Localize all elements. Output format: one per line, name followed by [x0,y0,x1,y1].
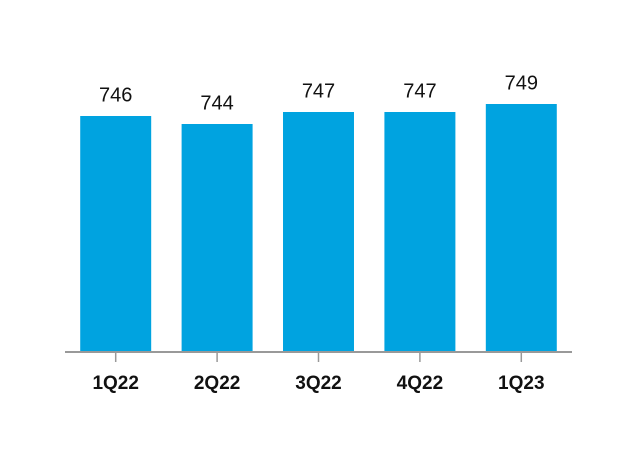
x-tick-label: 2Q22 [194,373,240,394]
bar [283,112,354,352]
value-label: 746 [99,84,132,106]
bar [384,112,456,352]
bar [181,124,253,352]
value-label: 747 [302,80,335,102]
value-label: 749 [505,72,538,94]
value-label: 744 [200,92,233,114]
x-tick-label: 3Q22 [295,373,341,394]
x-tick-label: 1Q23 [498,373,544,394]
value-label: 747 [403,80,436,102]
bar [485,104,557,352]
x-tick-label: 1Q22 [92,373,138,394]
bar [80,116,152,352]
x-tick-label: 4Q22 [397,373,443,394]
